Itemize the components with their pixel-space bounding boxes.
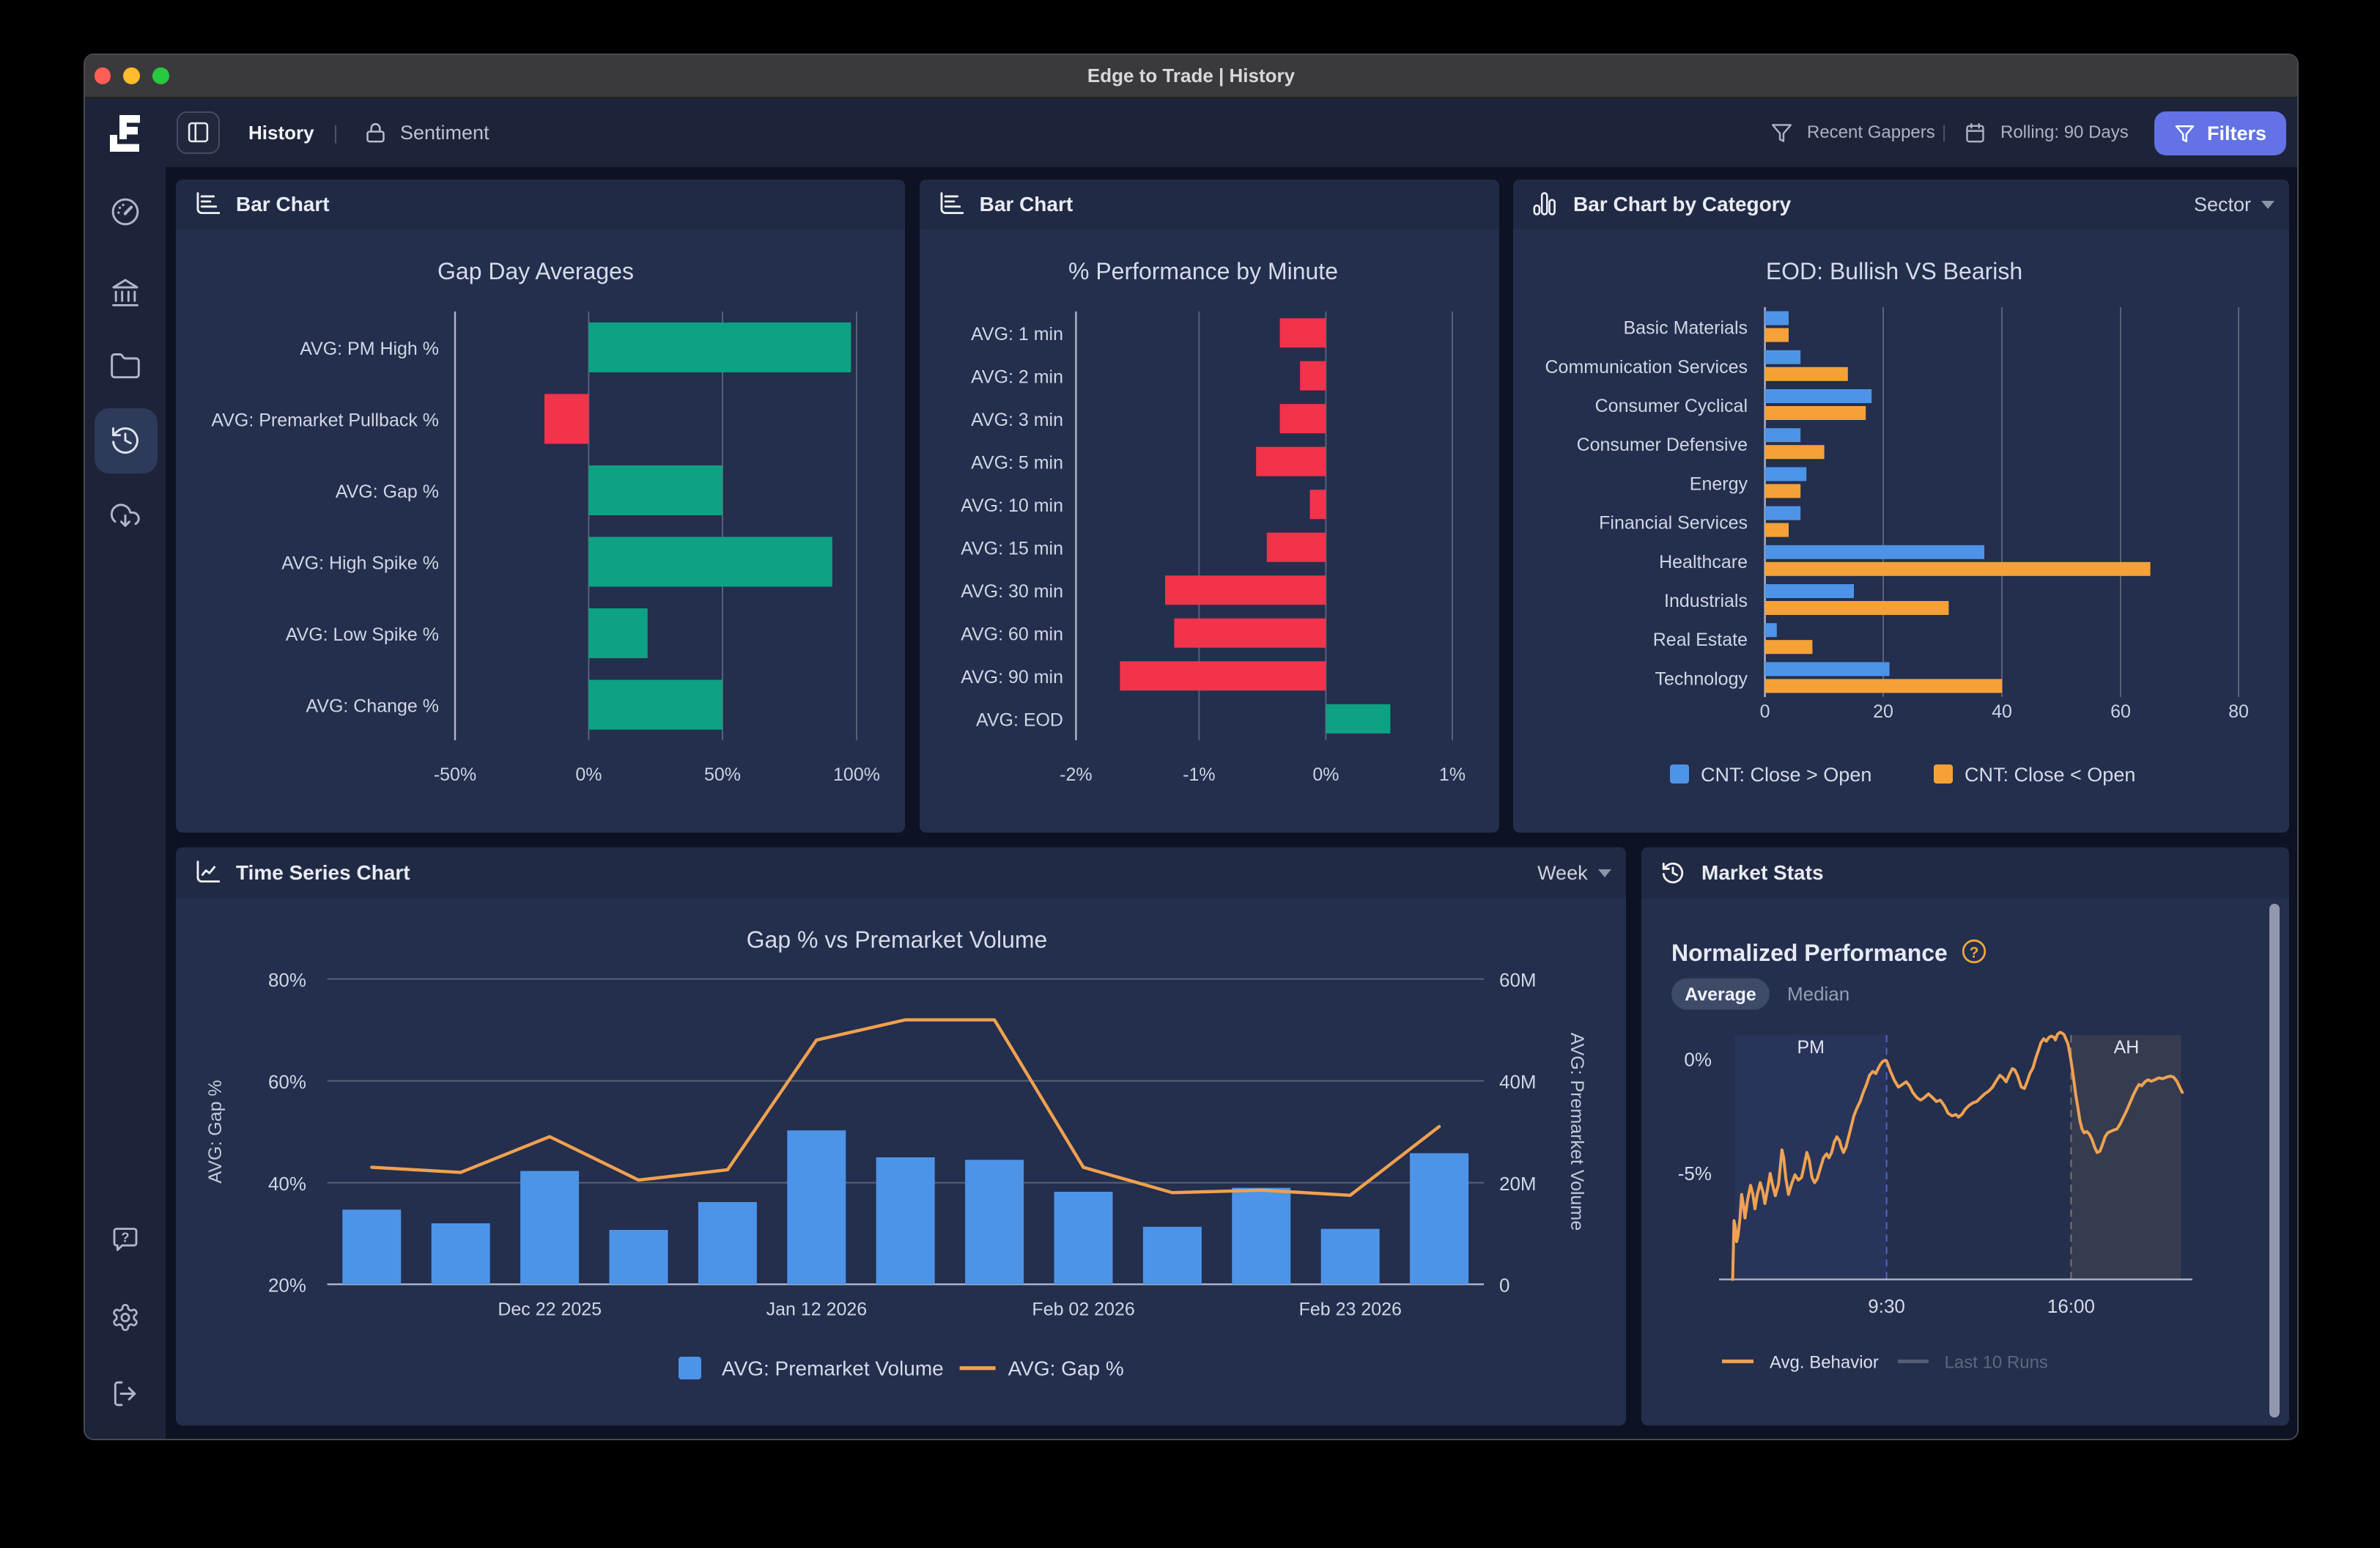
svg-text:AVG: Gap %: AVG: Gap % [205,1080,226,1184]
svg-text:Avg. Behavior: Avg. Behavior [1770,1353,1879,1373]
svg-text:AVG: 2 min: AVG: 2 min [971,367,1063,388]
svg-text:Median: Median [1787,983,1849,1005]
svg-text:20%: 20% [268,1275,306,1297]
svg-text:AVG: Change %: AVG: Change % [306,696,439,717]
svg-text:1%: 1% [1439,764,1466,785]
svg-text:60M: 60M [1499,969,1537,991]
svg-text:-5%: -5% [1678,1162,1712,1184]
svg-text:Communication Services: Communication Services [1545,357,1748,377]
svg-text:40M: 40M [1499,1071,1537,1093]
svg-text:AVG: 30 min: AVG: 30 min [961,581,1063,602]
svg-text:AVG: 5 min: AVG: 5 min [971,453,1063,473]
svg-text:AVG: Premarket Volume: AVG: Premarket Volume [722,1357,944,1380]
svg-text:EOD: Bullish VS Bearish: EOD: Bullish VS Bearish [1766,258,2022,284]
svg-text:80%: 80% [268,969,306,991]
svg-text:-2%: -2% [1060,764,1092,785]
svg-text:Feb 23 2026: Feb 23 2026 [1299,1300,1402,1320]
svg-text:Normalized Performance: Normalized Performance [1671,940,1948,966]
svg-text:60%: 60% [268,1071,306,1093]
svg-text:AVG: High Spike %: AVG: High Spike % [281,553,439,574]
svg-text:100%: 100% [833,764,880,785]
svg-text:AH: AH [2114,1037,2140,1058]
svg-text:40%: 40% [268,1173,306,1195]
svg-text:80: 80 [2228,701,2249,722]
svg-text:9:30: 9:30 [1868,1296,1905,1318]
svg-text:-50%: -50% [434,764,476,785]
svg-text:50%: 50% [704,764,741,785]
svg-text:0: 0 [1499,1275,1509,1297]
svg-text:AVG: Premarket Volume: AVG: Premarket Volume [1567,1033,1587,1231]
svg-text:?: ? [1970,945,1979,962]
svg-text:AVG: 60 min: AVG: 60 min [961,624,1063,645]
svg-text:AVG: 10 min: AVG: 10 min [961,495,1063,516]
svg-text:AVG: EOD: AVG: EOD [976,710,1063,731]
svg-text:?: ? [121,1230,129,1245]
svg-text:20M: 20M [1499,1173,1537,1195]
svg-text:20: 20 [1873,701,1893,722]
svg-text:CNT: Close < Open: CNT: Close < Open [1965,764,2135,786]
svg-text:0%: 0% [575,764,602,785]
svg-text:CNT: Close > Open: CNT: Close > Open [1701,764,1871,786]
svg-text:Jan 12 2026: Jan 12 2026 [766,1300,868,1320]
svg-text:60: 60 [2110,701,2131,722]
svg-text:0%: 0% [1684,1049,1712,1071]
svg-text:% Performance by Minute: % Performance by Minute [1068,258,1338,284]
svg-text:Financial Services: Financial Services [1599,513,1748,534]
svg-text:AVG: 1 min: AVG: 1 min [971,324,1063,344]
svg-text:40: 40 [1992,701,2012,722]
svg-text:Energy: Energy [1690,473,1748,494]
svg-text:AVG: 3 min: AVG: 3 min [971,410,1063,430]
svg-text:PM: PM [1797,1037,1824,1058]
svg-text:Gap Day Averages: Gap Day Averages [437,258,634,284]
svg-text:Real Estate: Real Estate [1653,630,1748,650]
svg-text:Average: Average [1685,984,1756,1005]
svg-text:Industrials: Industrials [1664,591,1748,611]
svg-text:AVG: PM High %: AVG: PM High % [300,339,439,359]
svg-text:AVG: Premarket Pullback %: AVG: Premarket Pullback % [211,410,439,431]
svg-text:0%: 0% [1312,764,1339,785]
svg-text:Consumer Defensive: Consumer Defensive [1577,435,1748,455]
svg-text:Feb 02 2026: Feb 02 2026 [1032,1300,1134,1320]
svg-text:0: 0 [1760,701,1770,722]
svg-text:Gap % vs Premarket Volume: Gap % vs Premarket Volume [747,927,1048,954]
svg-text:AVG: Gap %: AVG: Gap % [1008,1357,1124,1380]
svg-text:16:00: 16:00 [2047,1296,2095,1318]
svg-text:Healthcare: Healthcare [1659,552,1748,572]
svg-text:Consumer Cyclical: Consumer Cyclical [1595,396,1748,416]
svg-text:Basic Materials: Basic Materials [1624,318,1748,339]
svg-text:AVG: 15 min: AVG: 15 min [961,539,1063,559]
svg-text:Technology: Technology [1655,668,1748,689]
svg-text:Last 10 Runs: Last 10 Runs [1945,1353,2048,1373]
svg-text:-1%: -1% [1183,764,1215,785]
svg-text:AVG: Gap %: AVG: Gap % [336,482,439,502]
svg-text:Dec 22 2025: Dec 22 2025 [498,1300,602,1320]
svg-text:AVG: 90 min: AVG: 90 min [961,667,1063,688]
svg-text:AVG: Low Spike %: AVG: Low Spike % [286,624,439,645]
